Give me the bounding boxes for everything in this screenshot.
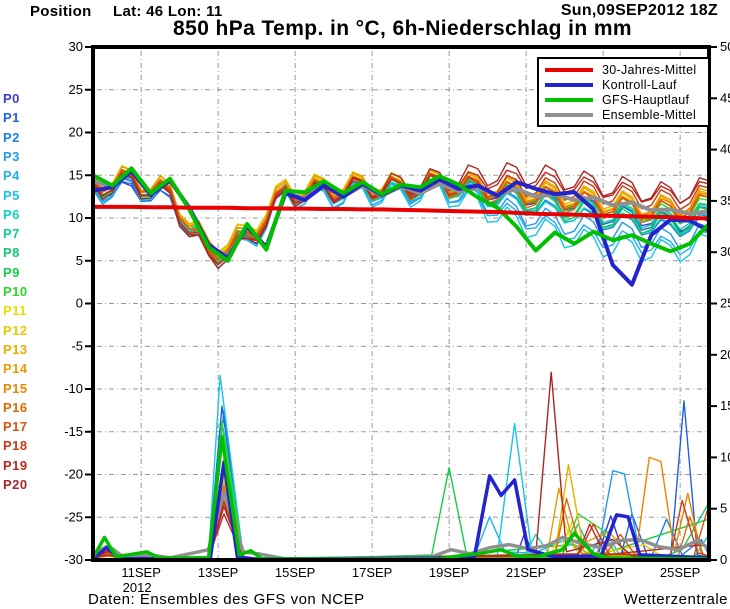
- date-tick-label: 11SEP: [121, 565, 161, 580]
- left-axis-tick-label: 25: [69, 82, 83, 97]
- legend-swatch: [545, 67, 593, 72]
- legend-label: Kontroll-Lauf: [602, 77, 677, 92]
- legend-item-3: GFS-Hauptlauf: [545, 92, 702, 107]
- date-tick-label: 21SEP: [506, 565, 546, 580]
- member-label-P9: P9: [3, 264, 20, 280]
- data-source-caption: Daten: Ensembles des GFS von NCEP: [88, 591, 365, 608]
- date-tick-label: 19SEP: [429, 565, 469, 580]
- member-P19-precip-line: [95, 513, 707, 558]
- member-label-P20: P20: [3, 477, 28, 492]
- member-label-P6: P6: [3, 206, 20, 222]
- member-label-P18: P18: [3, 438, 28, 454]
- member-label-P11: P11: [3, 303, 27, 319]
- member-P1-precip-line: [95, 400, 707, 558]
- plot-frame: [91, 45, 711, 562]
- date-tick-label: 25SEP: [660, 565, 700, 580]
- member-label-P8: P8: [3, 245, 20, 261]
- member-label-P19: P19: [3, 457, 28, 473]
- legend-swatch: [545, 97, 593, 102]
- right-axis-tick-label: 20: [720, 347, 730, 362]
- left-axis-tick-label: 15: [69, 167, 83, 182]
- left-axis-tick-label: -15: [64, 424, 83, 439]
- member-label-P1: P1: [3, 110, 20, 126]
- member-P7-precip-line: [95, 456, 673, 558]
- GFS-Hauptlauf-temp-line: [95, 166, 707, 263]
- member-P0-precip-line: [95, 461, 683, 558]
- site-credit: Wetterzentrale: [623, 591, 728, 608]
- date-tick-label: 13SEP: [198, 565, 238, 580]
- member-label-P13: P13: [3, 341, 28, 357]
- position-coords: Lat: 46 Lon: 11: [113, 3, 223, 20]
- member-label-P16: P16: [3, 399, 28, 415]
- member-label-P2: P2: [3, 129, 20, 145]
- date-tick-label: 23SEP: [583, 565, 623, 580]
- member-P3-precip-line: [95, 470, 695, 558]
- member-label-P14: P14: [3, 361, 28, 377]
- run-datetime: Sun,09SEP2012 18Z: [560, 2, 718, 19]
- member-label-P7: P7: [3, 226, 20, 242]
- right-axis-tick-label: 30: [720, 244, 730, 259]
- left-axis-tick-label: -30: [64, 552, 83, 567]
- right-axis-tick-label: 40: [720, 142, 730, 157]
- date-tick-label: 17SEP: [352, 565, 392, 580]
- chart-title: 850 hPa Temp. in °C, 6h-Niederschlag in …: [173, 17, 632, 40]
- right-axis-tick-label: 25: [720, 296, 730, 311]
- legend-label: Ensemble-Mittel: [602, 107, 697, 122]
- legend-swatch: [545, 82, 593, 87]
- legend-label: GFS-Hauptlauf: [602, 92, 690, 107]
- member-label-P5: P5: [3, 187, 20, 203]
- member-label-P17: P17: [3, 419, 28, 435]
- left-axis-tick-label: -5: [71, 338, 83, 353]
- legend-item-1: 30-Jahres-Mittel: [545, 62, 702, 77]
- member-P13-precip-line: [95, 463, 685, 558]
- member-label-P0: P0: [3, 91, 20, 106]
- date-tick-label: 15SEP: [275, 565, 315, 580]
- right-axis-tick-label: 5: [720, 501, 727, 516]
- right-axis-tick-label: 35: [720, 193, 730, 208]
- left-axis-tick-label: -20: [64, 467, 83, 482]
- left-axis-tick-label: -25: [64, 509, 83, 524]
- left-axis-tick-label: 30: [69, 39, 83, 54]
- member-label-P10: P10: [3, 284, 28, 299]
- GFS-Hauptlauf-precip-line: [95, 435, 707, 558]
- left-axis-tick-label: 0: [76, 296, 83, 311]
- left-axis-tick-label: 20: [69, 125, 83, 140]
- member-P15-precip-line: [95, 456, 707, 558]
- member-label-P3: P3: [3, 148, 20, 164]
- legend-label: 30-Jahres-Mittel: [602, 62, 697, 77]
- 30-Jahres-Mittel-temp-line: [95, 204, 707, 221]
- right-axis-tick-label: 0: [720, 552, 727, 567]
- legend-box: 30-Jahres-Mittel Kontroll-Lauf GFS-Hauptla…: [537, 57, 710, 127]
- member-P20-precip-line: [95, 371, 685, 558]
- member-P5-temp-line: [95, 173, 707, 269]
- left-axis-tick-label: 5: [76, 253, 83, 268]
- right-axis-tick-label: 10: [720, 449, 730, 464]
- legend-swatch: [545, 112, 593, 117]
- left-axis-tick-label: 10: [69, 210, 83, 225]
- position-label: Position: [30, 3, 92, 20]
- member-label-P4: P4: [3, 168, 20, 184]
- Kontroll-Lauf-precip-line: [95, 460, 707, 558]
- right-axis-tick-label: 15: [720, 398, 730, 413]
- right-axis-tick-label: 45: [720, 90, 730, 105]
- member-P20-temp-line: [95, 162, 707, 270]
- left-axis-tick-label: -10: [64, 381, 83, 396]
- legend-item-4: Ensemble-Mittel: [545, 107, 702, 122]
- legend-item-2: Kontroll-Lauf: [545, 77, 702, 92]
- right-axis-tick-label: 50: [720, 39, 730, 54]
- member-P2-precip-line: [95, 410, 707, 558]
- member-label-P15: P15: [3, 380, 28, 396]
- member-label-P12: P12: [3, 322, 28, 338]
- member-P12-precip-line: [95, 479, 690, 558]
- date-year-label: 2012: [123, 580, 152, 595]
